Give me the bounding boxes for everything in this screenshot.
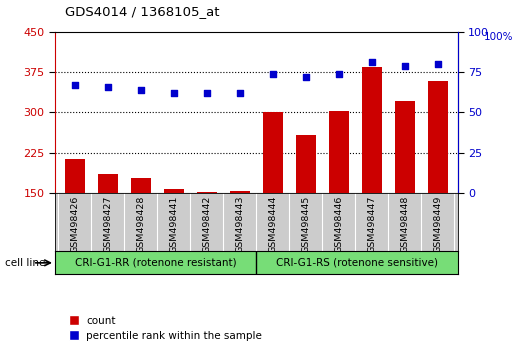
Bar [296,135,316,193]
Bar [65,159,85,193]
Bar [362,67,382,193]
Point [335,71,343,76]
Text: GSM498444: GSM498444 [268,196,277,253]
Point [104,84,112,90]
Bar [98,174,118,193]
Text: GSM498443: GSM498443 [235,196,244,253]
Text: GSM498428: GSM498428 [136,196,145,253]
Text: cell line: cell line [5,258,46,268]
Bar [197,192,217,193]
Point [434,61,442,67]
Bar [395,101,415,193]
Text: GDS4014 / 1368105_at: GDS4014 / 1368105_at [65,5,220,18]
Bar [263,112,282,193]
Bar [131,178,151,193]
Text: GSM498445: GSM498445 [301,196,310,253]
Point [269,71,277,76]
Bar [164,189,184,193]
Point [137,87,145,93]
Bar [329,111,349,193]
Point [202,90,211,96]
Text: GSM498426: GSM498426 [70,196,79,253]
Text: GSM498447: GSM498447 [367,196,377,253]
Text: CRI-G1-RR (rotenone resistant): CRI-G1-RR (rotenone resistant) [75,258,236,268]
Text: GSM498442: GSM498442 [202,196,211,253]
Text: CRI-G1-RS (rotenone sensitive): CRI-G1-RS (rotenone sensitive) [276,258,438,268]
Text: GSM498449: GSM498449 [434,196,442,253]
Point [401,63,409,69]
Text: GSM498441: GSM498441 [169,196,178,253]
Text: GSM498446: GSM498446 [334,196,343,253]
Legend: count, percentile rank within the sample: count, percentile rank within the sample [65,312,266,345]
Text: 100%: 100% [484,32,513,42]
Text: GSM498427: GSM498427 [103,196,112,253]
Point [235,90,244,96]
Bar [428,81,448,193]
Point [302,74,310,80]
Bar [230,191,249,193]
Point [368,59,376,65]
Point [169,90,178,96]
Text: GSM498448: GSM498448 [400,196,410,253]
Point [71,82,79,88]
